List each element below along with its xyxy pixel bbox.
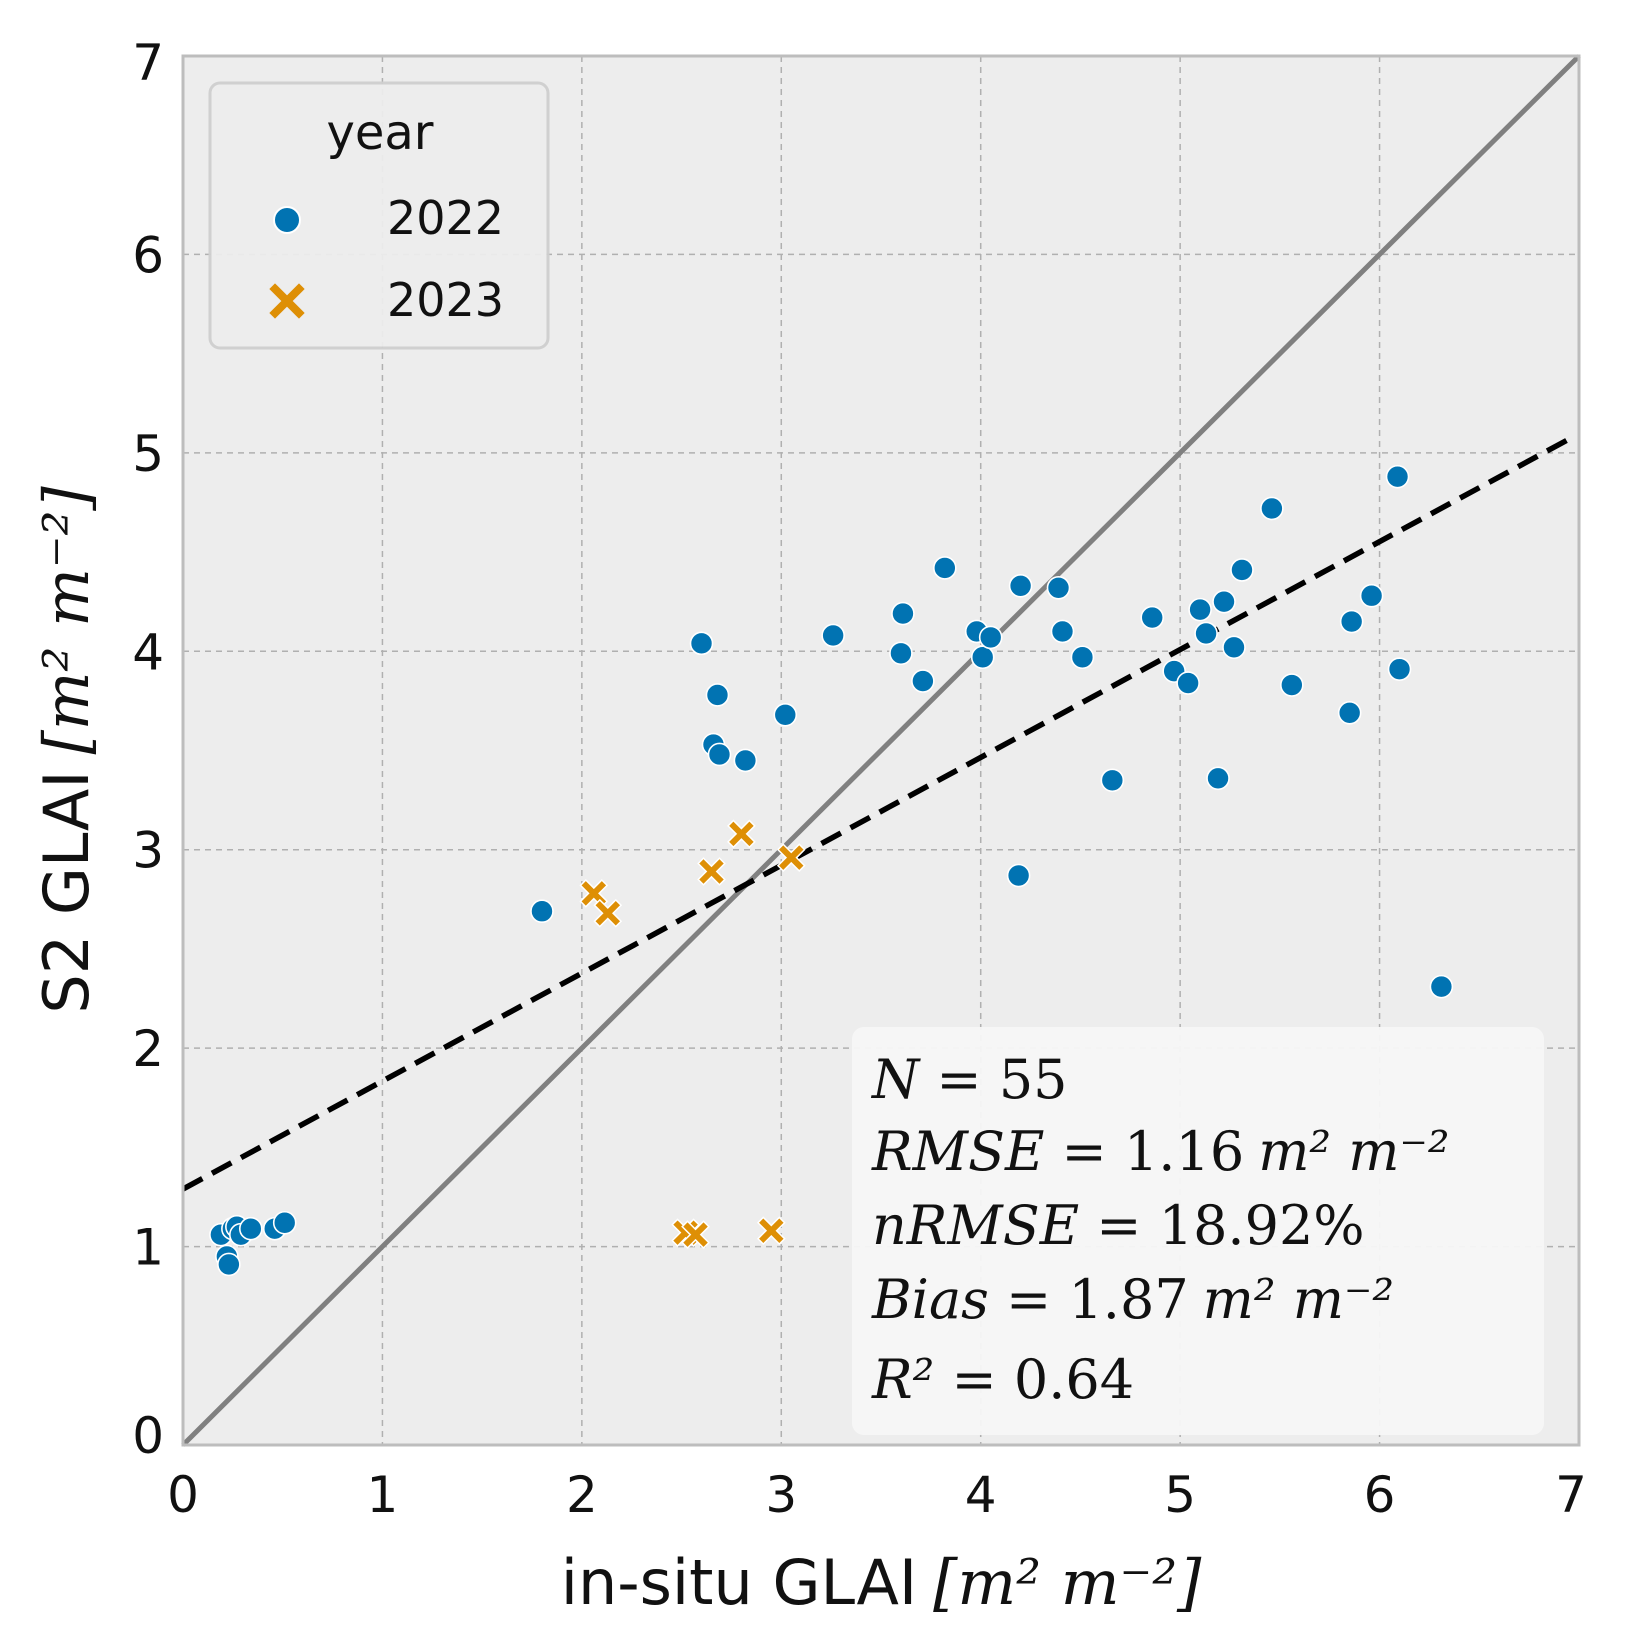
point-2022 [1337, 700, 1362, 725]
point-2022 [1194, 621, 1218, 646]
point-2023 [593, 898, 623, 928]
legend-marker-2022 [273, 206, 301, 234]
point-2022 [1176, 671, 1200, 695]
point-2023 [756, 1216, 786, 1246]
legend-label-2022: 2022 [387, 191, 504, 245]
legend-marker-2023 [269, 283, 305, 319]
point-2022 [1070, 645, 1095, 670]
point-2022 [689, 631, 714, 656]
point-2023 [579, 879, 609, 908]
point-2022 [705, 683, 730, 707]
point-2023 [776, 843, 806, 873]
y-tick-label: 2 [132, 1020, 164, 1078]
stat-r2: R² = 0.64 [871, 1348, 1134, 1411]
x-tick-label: 1 [367, 1466, 399, 1524]
legend-title: year [326, 105, 433, 161]
point-2022 [707, 742, 732, 767]
plot-frame [181, 54, 1581, 1447]
point-2023 [727, 819, 756, 849]
point-2022 [1385, 464, 1410, 489]
point-2022 [933, 556, 957, 580]
y-tick-label: 1 [132, 1219, 164, 1277]
point-2022 [1100, 768, 1125, 793]
x-tick-labels: 0 1 2 3 4 5 6 7 [167, 1466, 1587, 1524]
x-tick-label: 0 [167, 1466, 199, 1524]
legend: year 2022 2023 [208, 81, 550, 350]
x-tick-label: 6 [1364, 1466, 1396, 1524]
point-2022 [239, 1216, 263, 1241]
stat-nrmse: nRMSE = 18.92% [872, 1194, 1365, 1257]
point-2022 [1046, 575, 1071, 600]
point-2022 [733, 748, 758, 773]
point-2022 [530, 899, 554, 924]
point-2022 [1230, 558, 1254, 582]
point-2022 [217, 1252, 241, 1277]
point-2022 [1206, 766, 1230, 791]
point-2022 [1387, 657, 1412, 681]
point-2022 [978, 625, 1003, 650]
point-2022 [891, 601, 915, 626]
point-2022 [1008, 574, 1033, 598]
point-2022 [272, 1210, 297, 1235]
point-2022 [773, 702, 798, 727]
point-2022 [1212, 589, 1236, 614]
y-axis-label: S2 GLAI[m² m⁻²] [30, 486, 103, 1014]
y-tick-label: 6 [132, 226, 164, 284]
legend-label-2023: 2023 [387, 273, 504, 327]
x-axis-label: in-situ GLAI [m² m⁻²] [561, 1546, 1202, 1619]
x-tick-label: 2 [566, 1466, 598, 1524]
identity-line [181, 54, 1581, 1447]
point-2022 [911, 669, 935, 693]
point-2022 [1260, 496, 1284, 521]
x-tick-label: 7 [1555, 1466, 1587, 1524]
stats-box [852, 1027, 1544, 1435]
reference-lines [181, 54, 1581, 1447]
point-2022 [889, 641, 913, 666]
point-2022 [1359, 583, 1384, 608]
y-tick-label: 3 [132, 822, 164, 880]
stats-annotation: N = 55 RMSE = 1.16 m² m⁻² nRMSE = 18.92% … [852, 1027, 1544, 1435]
stat-bias: Bias = 1.87 m² m⁻² [871, 1268, 1394, 1331]
x-tick-label: 5 [1164, 1466, 1196, 1524]
point-2022 [1188, 597, 1212, 622]
y-tick-label: 0 [132, 1407, 164, 1465]
point-2023 [697, 857, 726, 886]
y-tick-label: 5 [132, 425, 164, 483]
point-2023 [681, 1220, 710, 1250]
point-2022 [1280, 673, 1304, 697]
x-tick-label: 4 [965, 1466, 997, 1524]
point-2022 [1050, 619, 1075, 644]
y-tick-label: 4 [132, 623, 164, 681]
point-2022 [970, 645, 995, 670]
point-2022 [821, 623, 845, 648]
point-2022 [1222, 635, 1246, 660]
point-2022 [1339, 609, 1364, 634]
y-tick-labels: 0 1 2 3 4 5 6 7 [132, 34, 164, 1465]
data-points [209, 464, 1454, 1277]
y-tick-label: 7 [132, 34, 164, 92]
stat-rmse: RMSE = 1.16 m² m⁻² [871, 1120, 1450, 1183]
point-2022 [1006, 863, 1031, 888]
point-2022 [1429, 974, 1454, 999]
legend-box [208, 81, 550, 350]
point-2022 [1140, 605, 1165, 630]
stat-n: N = 55 [870, 1048, 1068, 1111]
x-tick-label: 3 [765, 1466, 797, 1524]
